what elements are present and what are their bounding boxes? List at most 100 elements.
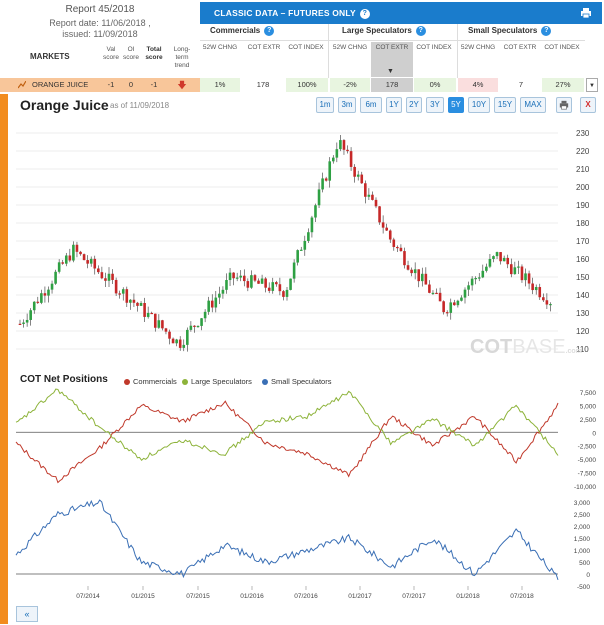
report-title: Report 45/2018 xyxy=(65,4,135,15)
candle-body xyxy=(210,300,214,308)
lsp-index-header[interactable]: COT INDEX xyxy=(416,44,452,51)
y-tick-label: -500 xyxy=(577,584,590,591)
y-tick-label: 0 xyxy=(592,430,596,437)
candle-body xyxy=(40,293,43,303)
candle-body xyxy=(545,300,549,305)
candle-body xyxy=(264,278,267,288)
col-total-score[interactable]: Total score xyxy=(145,46,163,61)
candle-body xyxy=(68,255,72,261)
candle-body xyxy=(214,297,218,308)
y-tick-label: 120 xyxy=(576,327,590,336)
candle-body xyxy=(114,279,118,294)
candle-body xyxy=(260,278,264,284)
report-date: Report date: 11/06/2018 , xyxy=(49,18,151,28)
candle-body xyxy=(61,262,65,264)
x-tick-label: 01/2018 xyxy=(456,593,480,600)
timeframe-1m[interactable]: 1m xyxy=(316,97,334,113)
candle-body xyxy=(75,244,79,252)
candle-body xyxy=(367,194,371,197)
com-52w-header[interactable]: 52W CHNG xyxy=(202,44,238,51)
timeframe-5y[interactable]: 5Y xyxy=(448,97,464,113)
x-tick-label: 01/2017 xyxy=(348,593,372,600)
help-icon[interactable]: ? xyxy=(415,26,426,36)
candle-body xyxy=(449,302,453,313)
candle-body xyxy=(538,287,542,298)
y-tick-label: 2,000 xyxy=(574,524,591,531)
timeframe-3m[interactable]: 3m xyxy=(338,97,356,113)
candle-body xyxy=(271,282,275,291)
candle-body xyxy=(517,266,520,268)
y-tick-label: 140 xyxy=(576,291,590,300)
timeframe-15y[interactable]: 15Y xyxy=(494,97,516,113)
timeframe-1y[interactable]: 1Y xyxy=(386,97,402,113)
prev-page-button[interactable]: « xyxy=(16,606,38,622)
candle-body xyxy=(221,289,225,294)
candle-body xyxy=(54,271,57,284)
candle-body xyxy=(32,301,36,311)
lsp-52w-header[interactable]: 52W CHNG xyxy=(332,44,368,51)
candle-body xyxy=(303,240,307,250)
candle-body xyxy=(492,256,495,259)
scroll-down-button[interactable]: ▼ xyxy=(586,78,598,92)
com-extr-header[interactable]: COT EXTR xyxy=(247,44,281,51)
legend-large-speculators[interactable]: Large Speculators xyxy=(182,377,252,386)
legend-small-speculators[interactable]: Small Speculators xyxy=(262,377,331,386)
candle-body xyxy=(289,278,292,290)
candle-body xyxy=(47,289,50,296)
y-tick-label: -7,500 xyxy=(578,471,597,478)
printer-icon[interactable] xyxy=(580,7,592,19)
candle-body xyxy=(499,252,502,262)
candle-body xyxy=(431,292,435,295)
candle-body xyxy=(527,273,531,284)
timeframe-2y[interactable]: 2Y xyxy=(406,97,422,113)
candle-body xyxy=(246,281,250,288)
col-val-score[interactable]: Val score xyxy=(103,46,119,61)
candle-body xyxy=(314,205,317,218)
close-chart-button[interactable]: X xyxy=(580,97,596,113)
market-row-orange-juice[interactable]: ORANGE JUICE -1 0 -1 🡇 1% 178 100% -2% 1… xyxy=(0,78,600,92)
legend-commercials[interactable]: Commercials xyxy=(124,377,177,386)
series-line-commercials xyxy=(15,400,559,484)
candle-body xyxy=(228,272,232,281)
candle-body xyxy=(481,270,485,278)
candle-body xyxy=(207,300,210,312)
y-tick-label: 230 xyxy=(576,129,590,138)
com-index-header[interactable]: COT INDEX xyxy=(288,44,324,51)
y-tick-label: 170 xyxy=(576,237,590,246)
candle-body xyxy=(171,338,175,344)
series-line-large-speculators xyxy=(15,388,559,462)
y-tick-label: 210 xyxy=(576,165,590,174)
candle-body xyxy=(121,289,125,294)
timeframe-3y[interactable]: 3Y xyxy=(426,97,444,113)
help-icon[interactable]: ? xyxy=(359,8,370,19)
candle-body xyxy=(97,268,100,273)
print-chart-button[interactable] xyxy=(556,97,572,113)
candle-body xyxy=(410,269,413,274)
candle-body xyxy=(420,273,424,282)
sort-down-icon[interactable]: ▼ xyxy=(387,68,394,75)
timeframe-6m[interactable]: 6m xyxy=(360,97,382,113)
report-issued: issued: 11/09/2018 xyxy=(62,29,138,39)
candle-body xyxy=(388,230,392,240)
candle-body xyxy=(417,269,421,282)
market-name[interactable]: ORANGE JUICE xyxy=(32,80,89,89)
ssp-52w-header[interactable]: 52W CHNG xyxy=(460,44,496,51)
candle-body xyxy=(445,312,449,314)
y-tick-label: 180 xyxy=(576,219,590,228)
markets-header: MARKETS xyxy=(30,52,70,61)
y-tick-label: 5,000 xyxy=(580,403,597,410)
lsp-extr-header[interactable]: COT EXTR xyxy=(375,44,409,51)
ssp-extr-header[interactable]: COT EXTR xyxy=(503,44,537,51)
ssp-index-header[interactable]: COT INDEX xyxy=(544,44,580,51)
candle-body xyxy=(485,266,488,271)
cot-small-speculators-chart: 3,000 2,500 2,000 1,500 1,000 500 0 -500 07/2014… xyxy=(15,499,591,600)
col-oi-score[interactable]: OI score xyxy=(123,46,139,61)
col-trend[interactable]: Long-term trend xyxy=(173,46,191,69)
candle-body xyxy=(378,206,381,223)
y-tick-label: -5,000 xyxy=(578,457,597,464)
timeframe-max[interactable]: MAX xyxy=(520,97,546,113)
help-icon[interactable]: ? xyxy=(541,26,552,36)
timeframe-10y[interactable]: 10Y xyxy=(468,97,490,113)
help-icon[interactable]: ? xyxy=(264,26,275,36)
candle-body xyxy=(534,287,538,291)
